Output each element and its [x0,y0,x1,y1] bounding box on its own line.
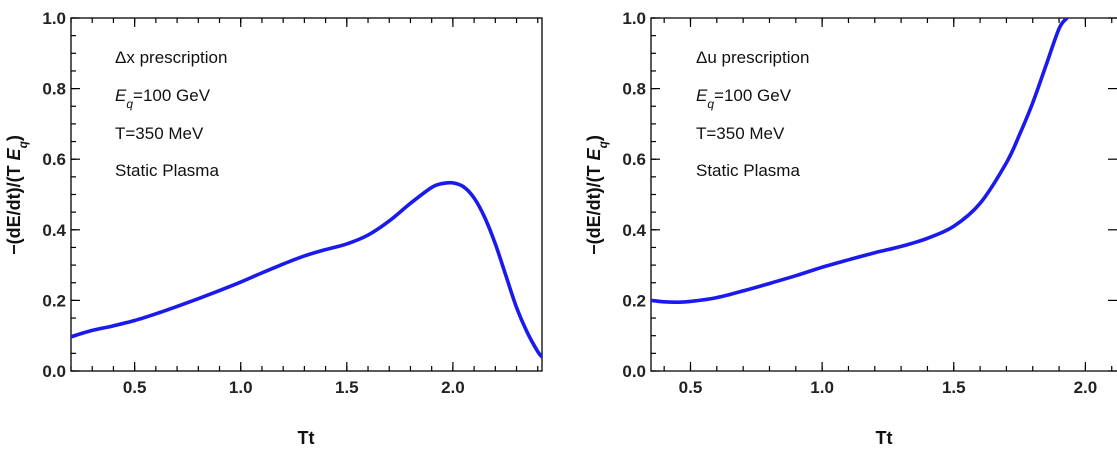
y-tick-label: 1.0 [622,9,646,28]
y-tick-label: 0.8 [622,80,646,99]
left-tick-labels: 0.0 0.2 0.4 0.6 0.8 1.0 0.5 1.0 1.5 2.0 [42,9,464,397]
left-annotation-temperature: T=350 MeV [115,124,204,143]
right-annotation-energy: Eq=100 GeV [696,86,792,111]
left-annotation-medium: Static Plasma [115,161,219,180]
left-series-line [71,180,542,359]
y-tick-label: 0.2 [622,291,646,310]
right-annotation-temperature: T=350 MeV [696,124,785,143]
x-tick-label: 1.0 [229,378,253,397]
x-tick-label: 2.0 [441,378,465,397]
y-tick-label: 0.8 [42,80,66,99]
right-annotation-prescription: Δu prescription [696,48,809,67]
left-x-axis-label: Tt [298,428,315,448]
y-tick-label: 0.0 [622,362,646,381]
right-panel: 0.0 0.2 0.4 0.6 0.8 1.0 0.5 1.0 1.5 2.0 Δu prescr… [584,9,1117,448]
y-tick-label: 0.6 [622,150,646,169]
y-tick-label: 0.2 [42,291,66,310]
left-annotation-energy: Eq=100 GeV [115,86,211,111]
right-plot-frame [650,17,1117,372]
y-tick-label: 1.0 [42,9,66,28]
left-ticks [70,17,539,372]
right-tick-labels: 0.0 0.2 0.4 0.6 0.8 1.0 0.5 1.0 1.5 2.0 [622,9,1097,397]
right-annotation-medium: Static Plasma [696,161,800,180]
right-series-line [651,18,1069,304]
x-tick-label: 0.5 [679,378,703,397]
y-tick-label: 0.0 [42,362,66,381]
right-y-axis-label: −(dE/dt)/(T Eq) [584,135,610,255]
x-tick-label: 1.5 [942,378,966,397]
y-tick-label: 0.4 [42,221,66,240]
y-tick-label: 0.4 [622,221,646,240]
left-panel: 0.0 0.2 0.4 0.6 0.8 1.0 0.5 1.0 1.5 2.0 Δx prescr… [4,9,543,448]
right-ticks [651,17,1117,372]
left-annotation-prescription: Δx prescription [115,48,227,67]
y-tick-label: 0.6 [42,150,66,169]
x-tick-label: 0.5 [123,378,147,397]
x-tick-label: 2.0 [1074,378,1098,397]
x-tick-label: 1.0 [810,378,834,397]
left-y-axis-label: −(dE/dt)/(T Eq) [4,135,30,255]
x-tick-label: 1.5 [335,378,359,397]
right-x-axis-label: Tt [876,428,893,448]
